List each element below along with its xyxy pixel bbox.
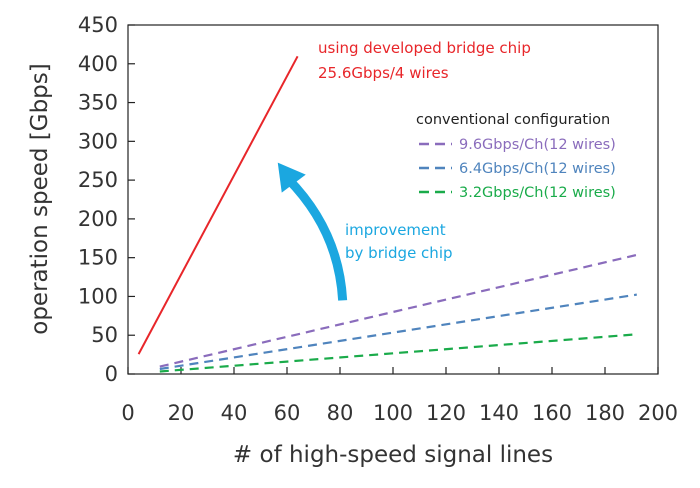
y-tick-label: 150 [78, 246, 118, 270]
series-line-4 [159, 333, 637, 373]
y-axis-title: operation speed [Gbps] [27, 63, 53, 335]
improvement-sublabel: by bridge chip [345, 244, 453, 262]
annotation-layer: improvement by bridge chip [277, 162, 453, 301]
y-tick-label: 50 [91, 323, 118, 347]
y-tick-label: 450 [78, 13, 118, 37]
series-line-2 [159, 253, 638, 368]
x-tick-label: 40 [221, 401, 248, 425]
x-tick-label: 80 [327, 401, 354, 425]
y-tick-label: 400 [78, 52, 118, 76]
x-tick-label: 160 [532, 401, 572, 425]
x-tick-label: 0 [121, 401, 134, 425]
x-tick-label: 100 [373, 401, 413, 425]
y-tick-label: 0 [105, 362, 118, 386]
y-tick-label: 300 [78, 129, 118, 153]
y-tick-label: 350 [78, 91, 118, 115]
x-tick-label: 180 [585, 401, 625, 425]
x-tick-label: 60 [274, 401, 301, 425]
legend-label: 3.2Gbps/Ch(12 wires) [459, 185, 616, 201]
legend: conventional configuration 9.6Gbps/Ch(12 … [416, 112, 616, 201]
x-tick-label: 120 [426, 401, 466, 425]
series-line-1 [137, 55, 299, 355]
improvement-label: improvement [345, 221, 446, 239]
legend-label: 9.6Gbps/Ch(12 wires) [459, 137, 616, 153]
y-axis: 0 50 100 150 200 250 300 350 400 450 [78, 13, 135, 386]
series-layer: using developed bridge chip 25.6Gbps/4 wi… [137, 39, 638, 373]
bridge-chip-label: using developed bridge chip [318, 39, 531, 57]
improvement-arrow-body [284, 175, 348, 301]
x-tick-label: 200 [638, 401, 678, 425]
legend-label: 6.4Gbps/Ch(12 wires) [459, 161, 616, 177]
x-axis: 0 20 40 60 80 100 120 140 160 180 200 [121, 367, 678, 425]
x-axis-title: # of high-speed signal lines [233, 442, 553, 468]
legend-title: conventional configuration [416, 112, 610, 128]
x-tick-label: 20 [168, 401, 195, 425]
series-line-3 [159, 293, 637, 371]
bridge-chip-sublabel: 25.6Gbps/4 wires [318, 64, 449, 82]
y-tick-label: 100 [78, 284, 118, 308]
y-tick-label: 250 [78, 168, 118, 192]
improvement-arrow-head [277, 162, 306, 193]
y-tick-label: 200 [78, 207, 118, 231]
x-tick-label: 140 [479, 401, 519, 425]
